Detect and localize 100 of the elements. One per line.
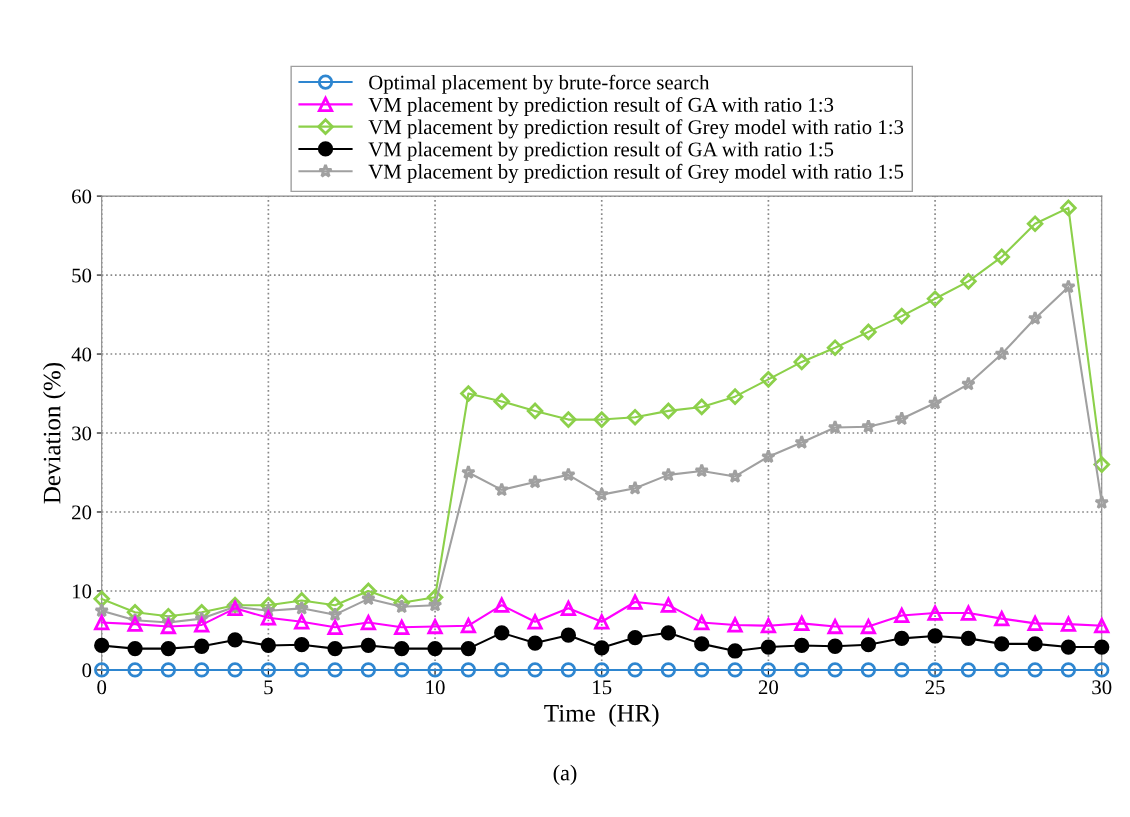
point bbox=[327, 607, 343, 622]
point bbox=[727, 468, 743, 483]
point bbox=[693, 398, 710, 416]
x-tick-label: 20 bbox=[758, 680, 779, 695]
point bbox=[760, 639, 777, 655]
point bbox=[826, 339, 844, 356]
y-tick-label: 10 bbox=[72, 584, 92, 599]
point bbox=[127, 640, 143, 657]
point bbox=[760, 662, 777, 678]
point bbox=[127, 662, 143, 678]
point bbox=[294, 662, 310, 678]
point bbox=[93, 590, 110, 608]
point bbox=[694, 636, 710, 652]
point bbox=[694, 662, 710, 678]
point bbox=[694, 614, 710, 631]
point bbox=[460, 385, 477, 402]
point bbox=[1094, 618, 1110, 634]
y-tick-label: 40 bbox=[71, 347, 92, 362]
legend-label: VM placement by prediction result of GA with ratio 1:3 bbox=[368, 96, 834, 117]
point bbox=[1027, 615, 1043, 631]
y-tick-label: 50 bbox=[72, 268, 92, 283]
point bbox=[594, 486, 610, 502]
point bbox=[327, 662, 343, 678]
point bbox=[1060, 199, 1077, 217]
x-tick-label: 10 bbox=[426, 680, 445, 695]
point bbox=[1027, 636, 1043, 652]
y-tick-label: 60 bbox=[72, 189, 92, 204]
point bbox=[960, 630, 977, 646]
point bbox=[894, 662, 910, 678]
point bbox=[1061, 279, 1076, 294]
y-tick-label: 20 bbox=[72, 505, 92, 520]
point bbox=[194, 638, 210, 654]
point bbox=[1027, 662, 1043, 678]
point bbox=[560, 662, 577, 678]
point bbox=[927, 395, 943, 410]
legend-label: VM placement by prediction result of Grey model with ratio 1:3 bbox=[368, 119, 904, 139]
point bbox=[394, 640, 410, 657]
point bbox=[927, 628, 943, 644]
point bbox=[960, 662, 977, 678]
point bbox=[526, 402, 544, 420]
point bbox=[794, 662, 810, 678]
x-tick-label: 15 bbox=[593, 680, 612, 695]
point bbox=[794, 615, 810, 631]
point bbox=[1094, 662, 1110, 678]
point bbox=[861, 419, 876, 434]
point bbox=[94, 603, 110, 618]
point bbox=[827, 618, 843, 635]
point bbox=[793, 353, 810, 371]
point bbox=[727, 643, 743, 659]
point bbox=[360, 662, 377, 678]
point bbox=[694, 463, 710, 478]
point bbox=[994, 662, 1010, 678]
point bbox=[527, 474, 543, 489]
point bbox=[494, 482, 510, 497]
point bbox=[460, 618, 477, 634]
point bbox=[661, 467, 676, 482]
point bbox=[1060, 616, 1077, 632]
point bbox=[427, 618, 443, 635]
point bbox=[194, 617, 210, 633]
point bbox=[361, 591, 376, 606]
point bbox=[560, 627, 577, 643]
legend-label: VM placement by prediction result of Grey model with ratio 1:5 bbox=[368, 163, 904, 184]
point bbox=[294, 614, 310, 630]
point bbox=[927, 662, 943, 678]
point bbox=[660, 595, 677, 613]
point bbox=[660, 402, 677, 420]
point bbox=[593, 411, 610, 428]
point bbox=[493, 393, 510, 410]
legend-label: Optimal placement by brute-force search bbox=[369, 74, 710, 94]
text: (a) bbox=[553, 764, 577, 785]
point bbox=[360, 614, 377, 631]
point bbox=[227, 662, 243, 678]
point bbox=[1060, 662, 1077, 678]
point bbox=[594, 614, 610, 630]
point bbox=[627, 594, 643, 610]
point bbox=[260, 662, 277, 678]
point bbox=[894, 607, 910, 624]
point bbox=[360, 637, 377, 654]
point bbox=[394, 662, 410, 678]
y-tick-label: 0 bbox=[82, 663, 92, 678]
point bbox=[394, 619, 410, 635]
point bbox=[960, 605, 977, 621]
point bbox=[494, 625, 510, 641]
point bbox=[460, 662, 477, 678]
point bbox=[594, 640, 610, 656]
point bbox=[960, 273, 977, 290]
point bbox=[560, 600, 577, 616]
point bbox=[1026, 215, 1044, 232]
point bbox=[893, 307, 910, 325]
point bbox=[294, 600, 310, 615]
point bbox=[527, 662, 543, 678]
point bbox=[494, 662, 510, 678]
point bbox=[961, 376, 976, 391]
point bbox=[926, 290, 944, 308]
point bbox=[860, 618, 877, 635]
point bbox=[427, 662, 443, 678]
y-axis-title: Deviation (%) bbox=[42, 362, 66, 504]
x-tick-label: 25 bbox=[925, 680, 945, 695]
x-tick-label: 5 bbox=[264, 680, 273, 695]
point bbox=[127, 616, 143, 632]
